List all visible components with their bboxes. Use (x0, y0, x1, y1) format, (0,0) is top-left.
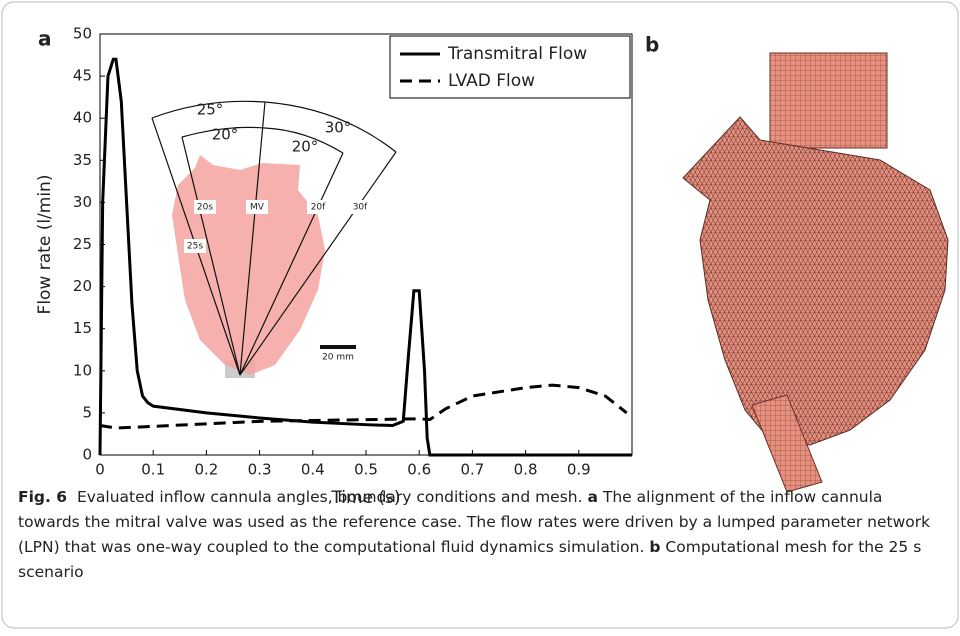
caption-label: a (587, 488, 598, 506)
caption-label: Fig. 6 (18, 488, 68, 506)
y-tick-label: 25 (73, 235, 92, 253)
mesh-panel (682, 52, 949, 493)
x-axis-label: Time (s) (330, 488, 400, 508)
y-tick-label: 50 (73, 25, 92, 43)
legend-label: Transmitral Flow (447, 44, 587, 64)
x-tick-label: 0.7 (460, 461, 484, 479)
y-tick-label: 5 (82, 403, 92, 421)
label-box (194, 200, 216, 214)
panel-label: b (645, 33, 659, 57)
line-label: 30f (353, 203, 368, 213)
x-tick-label: 0.3 (248, 461, 272, 479)
legend-label: LVAD Flow (448, 71, 535, 91)
label-box (184, 239, 206, 253)
y-tick-label: 0 (82, 446, 92, 464)
angle-label: 30° (325, 119, 352, 137)
cannula-mesh (751, 394, 823, 493)
y-tick-label: 45 (73, 67, 92, 85)
caption-label: b (649, 538, 661, 556)
label-box (246, 200, 268, 214)
y-axis-label: Flow rate (l/min) (35, 175, 55, 315)
caption: Fig. 6 Evaluated inflow cannula angles, … (18, 485, 933, 585)
y-tick-label: 10 (73, 361, 92, 379)
x-tick-label: 0.8 (514, 461, 538, 479)
x-tick-label: 0.5 (354, 461, 378, 479)
caption-text: Computational mesh for the 25 s scenario (18, 538, 922, 581)
label-box (349, 200, 371, 214)
scale-label: 20 mm (322, 353, 354, 363)
x-tick-label: 0.9 (567, 461, 591, 479)
y-tick-label: 30 (73, 193, 92, 211)
outflow-mesh (769, 52, 888, 149)
inset: 25° 20° 20° 30° 20s 25s MV 20f 30f 20 mm (151, 101, 397, 378)
y-tick-label: 15 (73, 319, 92, 337)
angle-label: 20° (212, 126, 239, 144)
series-line (98, 57, 632, 457)
y-tick-label: 35 (73, 151, 92, 169)
panel-label: a (38, 27, 52, 51)
x-tick-label: 0.4 (301, 461, 325, 479)
x-tick-label: 0.1 (141, 461, 165, 479)
x-tick-label: 0.2 (194, 461, 218, 479)
y-tick-label: 20 (73, 277, 92, 295)
y-tick-label: 40 (73, 109, 92, 127)
angle-label: 25° (197, 101, 224, 119)
x-tick-label: 0.6 (407, 461, 431, 479)
caption-text: Evaluated inflow cannula angles, boundar… (76, 488, 583, 506)
x-tick-label: 0 (95, 461, 105, 479)
label-box (307, 200, 329, 214)
angle-label: 20° (292, 138, 319, 156)
line-label: 20f (311, 203, 326, 213)
heart-mesh (682, 116, 949, 446)
line-label: 25s (187, 242, 203, 252)
line-label: MV (250, 203, 265, 213)
caption-text: The alignment of the inflow cannula towa… (18, 488, 931, 556)
line-label: 20s (197, 203, 213, 213)
series-line (99, 383, 628, 430)
legend-box (389, 35, 631, 99)
